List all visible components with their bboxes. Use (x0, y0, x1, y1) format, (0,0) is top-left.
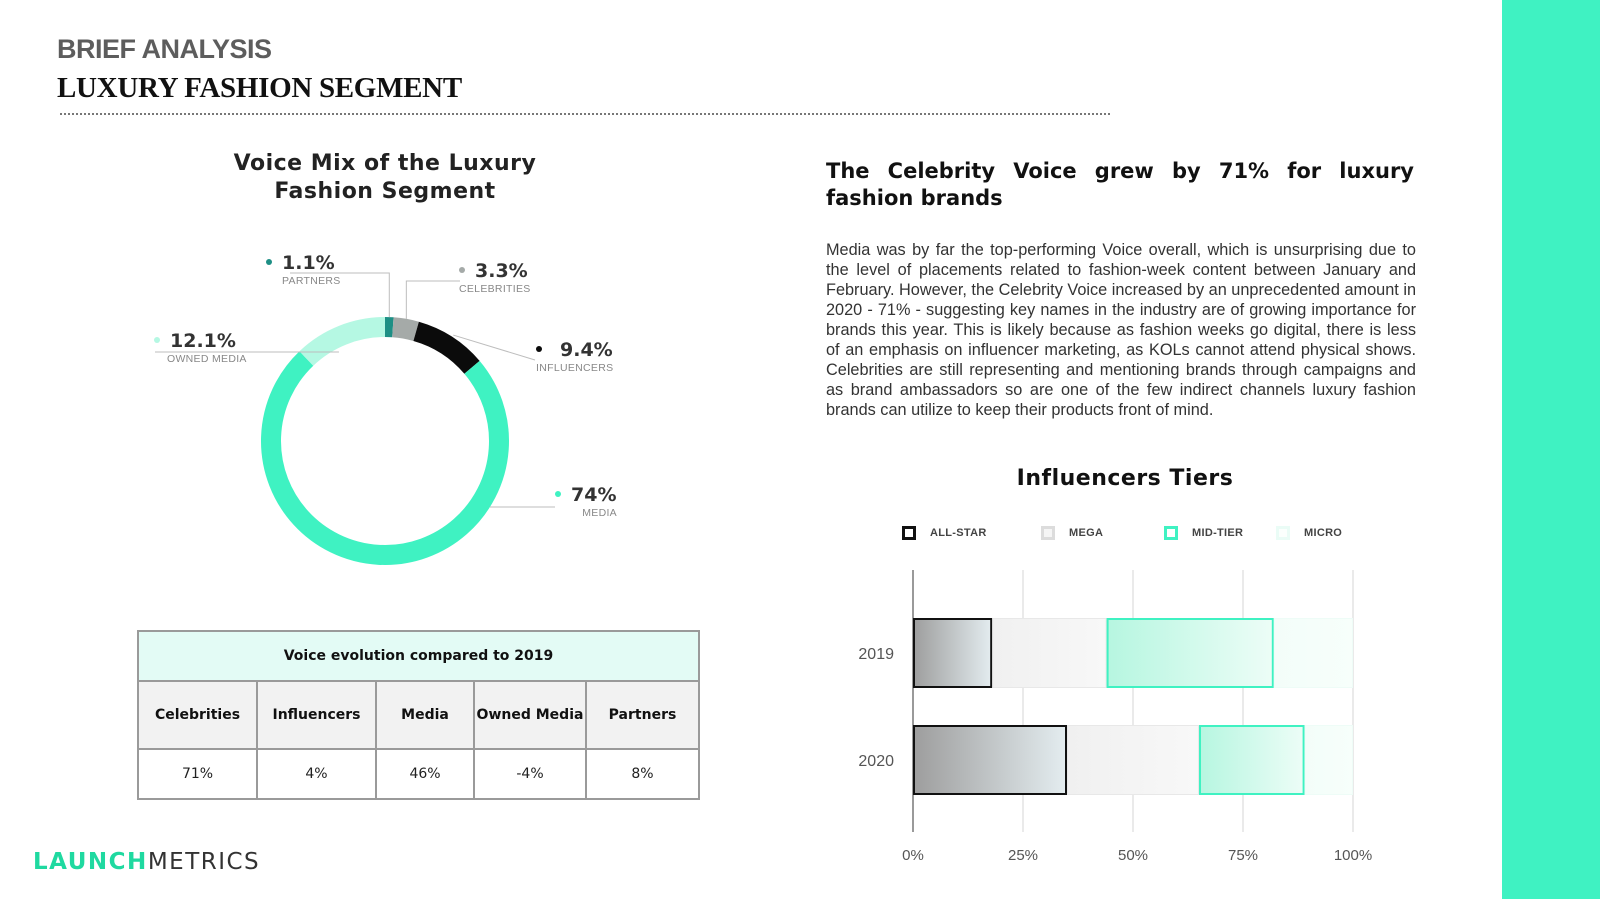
bar-chart-title: Influencers Tiers (1016, 466, 1234, 491)
x-tick-label: 100% (1334, 847, 1372, 864)
donut-label-media: 74% MEDIA (555, 484, 617, 519)
x-tick-label: 0% (902, 847, 924, 864)
bar-outline-mid-tier-2019 (1106, 618, 1274, 688)
y-category-label: 2019 (858, 646, 894, 663)
legend-label-all-star: ALL-STAR (930, 527, 987, 539)
donut-slice-media (261, 351, 509, 565)
bar-micro-2019 (1273, 618, 1353, 688)
table-caption: Voice evolution compared to 2019 (139, 632, 698, 682)
y-category-label: 2020 (858, 753, 894, 770)
x-tick-label: 75% (1228, 847, 1258, 864)
leader-line-partners (290, 272, 390, 318)
logo-part-launch: LAUNCH (33, 849, 148, 875)
bar-micro-2020 (1304, 725, 1353, 795)
header-owned-media: Owned Media (475, 682, 587, 748)
header-celebrities: Celebrities (139, 682, 258, 748)
bar-outline-all-star-2020 (913, 725, 1067, 795)
logo-part-metrics: METRICS (147, 849, 261, 875)
donut-slice-influencers (413, 321, 480, 375)
bar-mid-tier-2020 (1199, 725, 1305, 795)
donut-slice-owned-media (299, 317, 386, 366)
leader-line-celebrities (405, 280, 460, 319)
accent-sidebar (1502, 0, 1600, 899)
bar-outline-mega-2019 (992, 618, 1107, 688)
bar-outline-all-star-2019 (913, 618, 993, 688)
legend-mega: MEGA (1041, 526, 1103, 540)
legend-all-star: ALL-STAR (902, 526, 987, 540)
legend-label-mid-tier: MID-TIER (1192, 527, 1244, 539)
page-title: LUXURY FASHION SEGMENT (57, 72, 462, 104)
legend-swatch-mid-tier (1164, 526, 1178, 540)
media-value: 74% (571, 484, 617, 506)
bar-all-star-2019 (913, 618, 993, 688)
owned-media-value: 12.1% (170, 330, 236, 352)
value-media: 46% (377, 750, 475, 798)
influencers-value: 9.4% (560, 339, 613, 361)
partners-value: 1.1% (282, 252, 335, 274)
celebrities-value: 3.3% (475, 260, 528, 282)
launchmetrics-logo: LAUNCHMETRICS (33, 849, 260, 875)
header-partners: Partners (608, 707, 677, 723)
bar-all-star-2020 (913, 725, 1067, 795)
insight-body: Media was by far the top-performing Voic… (826, 241, 1416, 419)
insight-headline: The Celebrity Voice grew by 71% for luxu… (826, 159, 1414, 210)
x-tick-label: 50% (1118, 847, 1148, 864)
donut-slice-celebrities (391, 317, 419, 342)
value-partners: 8% (631, 766, 654, 782)
value-influencers: 4% (258, 750, 377, 798)
donut-label-partners: 1.1% PARTNERS (266, 252, 341, 287)
voice-evolution-table: Voice evolution compared to 2019 Celebri… (137, 630, 700, 800)
legend-label-mega: MEGA (1069, 527, 1104, 539)
legend-swatch-all-star (902, 526, 916, 540)
donut-chart-title: Voice Mix of the Luxury Fashion Segment (233, 151, 537, 204)
header-influencers: Influencers (258, 682, 377, 748)
bar-outline-mega-2020 (1067, 725, 1199, 795)
influencers-category: INFLUENCERS (536, 362, 614, 374)
donut-chart (155, 272, 555, 565)
donut-label-influencers: 9.4% INFLUENCERS (536, 339, 613, 374)
legend-swatch-micro (1276, 526, 1290, 540)
header-media: Media (377, 682, 475, 748)
donut-label-celebrities: 3.3% CELEBRITIES (459, 260, 531, 295)
bar-mid-tier-2019 (1106, 618, 1274, 688)
value-celebrities: 71% (139, 750, 258, 798)
bar-mega-2019 (992, 618, 1107, 688)
bar-outline-micro-2019 (1273, 618, 1354, 688)
leader-line-influencers (453, 334, 536, 361)
media-category: MEDIA (582, 507, 617, 519)
legend-mid-tier: MID-TIER (1164, 526, 1243, 540)
bar-outline-mid-tier-2020 (1199, 725, 1305, 795)
celebrities-category: CELEBRITIES (459, 283, 531, 295)
owned-media-category: OWNED MEDIA (167, 353, 247, 365)
value-owned-media: -4% (475, 750, 587, 798)
bar-outline-micro-2020 (1304, 725, 1353, 795)
legend-label-micro: MICRO (1304, 527, 1343, 539)
dotted-divider (60, 113, 1110, 115)
table-row: 71% 4% 46% -4% 8% (139, 750, 698, 798)
legend-micro: MICRO (1276, 526, 1342, 540)
x-tick-label: 25% (1008, 847, 1038, 864)
legend-swatch-mega (1041, 526, 1055, 540)
bar-mega-2020 (1067, 725, 1199, 795)
donut-label-owned-media: 12.1% OWNED MEDIA (154, 330, 247, 365)
kicker-title: BRIEF ANALYSIS (57, 34, 272, 64)
table-header-row: Celebrities Influencers Media Owned Medi… (139, 682, 698, 750)
partners-category: PARTNERS (282, 275, 341, 287)
